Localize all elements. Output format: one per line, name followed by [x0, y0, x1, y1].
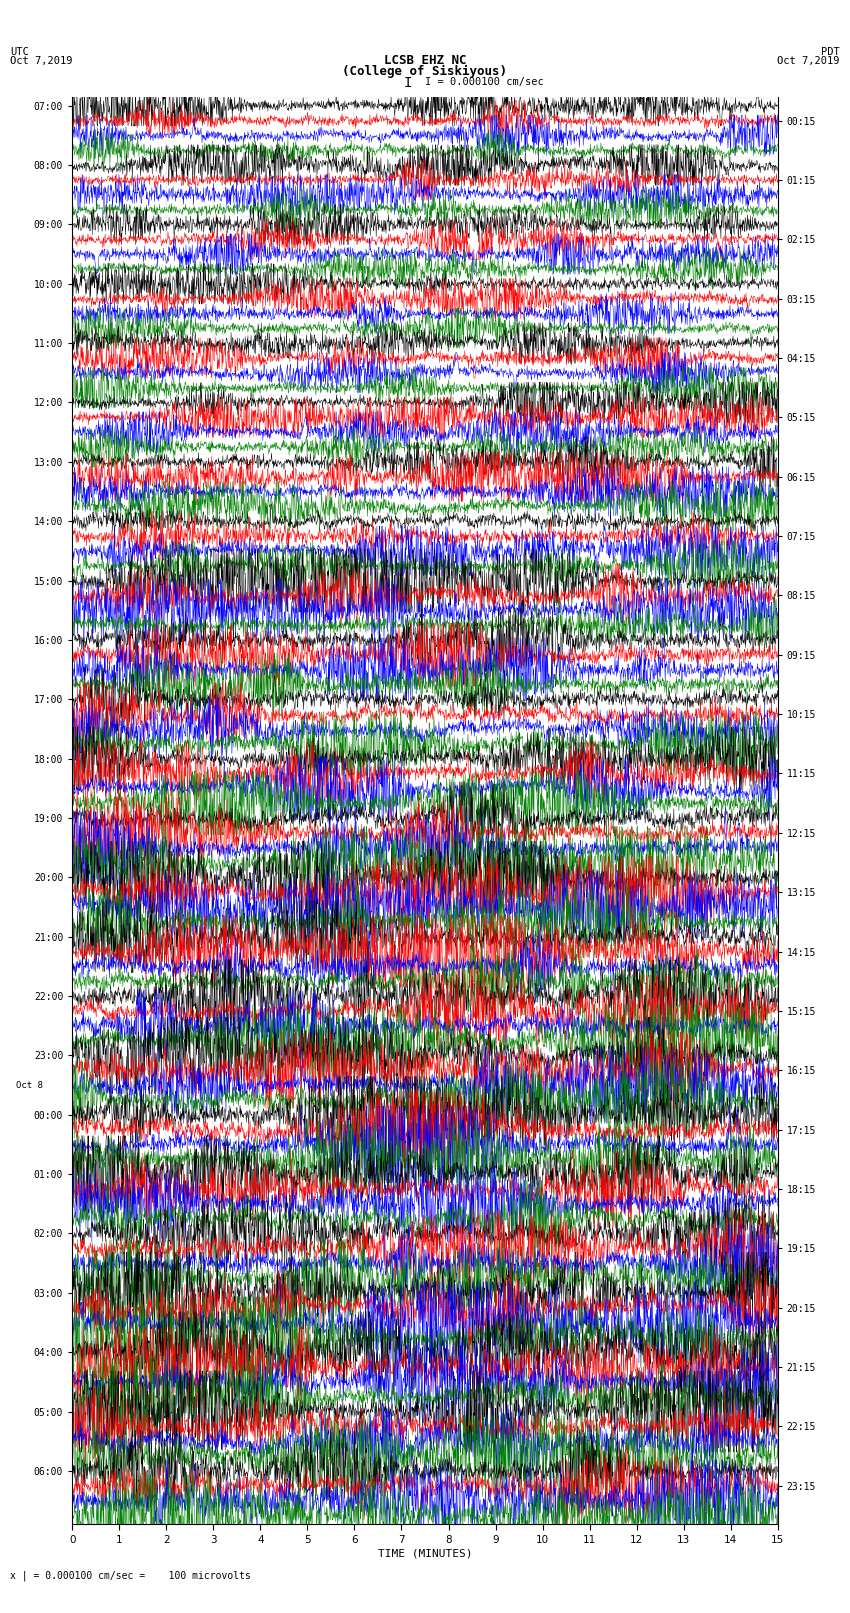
Text: (College of Siskiyous): (College of Siskiyous)	[343, 65, 507, 79]
Text: Oct 7,2019: Oct 7,2019	[10, 56, 73, 66]
X-axis label: TIME (MINUTES): TIME (MINUTES)	[377, 1548, 473, 1558]
Text: Oct 7,2019: Oct 7,2019	[777, 56, 840, 66]
Text: Oct 8: Oct 8	[16, 1081, 42, 1089]
Text: PDT: PDT	[821, 47, 840, 56]
Text: LCSB EHZ NC: LCSB EHZ NC	[383, 53, 467, 68]
Text: UTC: UTC	[10, 47, 29, 56]
Text: x | = 0.000100 cm/sec =    100 microvolts: x | = 0.000100 cm/sec = 100 microvolts	[10, 1569, 251, 1581]
Text: I = 0.000100 cm/sec: I = 0.000100 cm/sec	[425, 77, 544, 87]
Text: I: I	[404, 76, 412, 90]
